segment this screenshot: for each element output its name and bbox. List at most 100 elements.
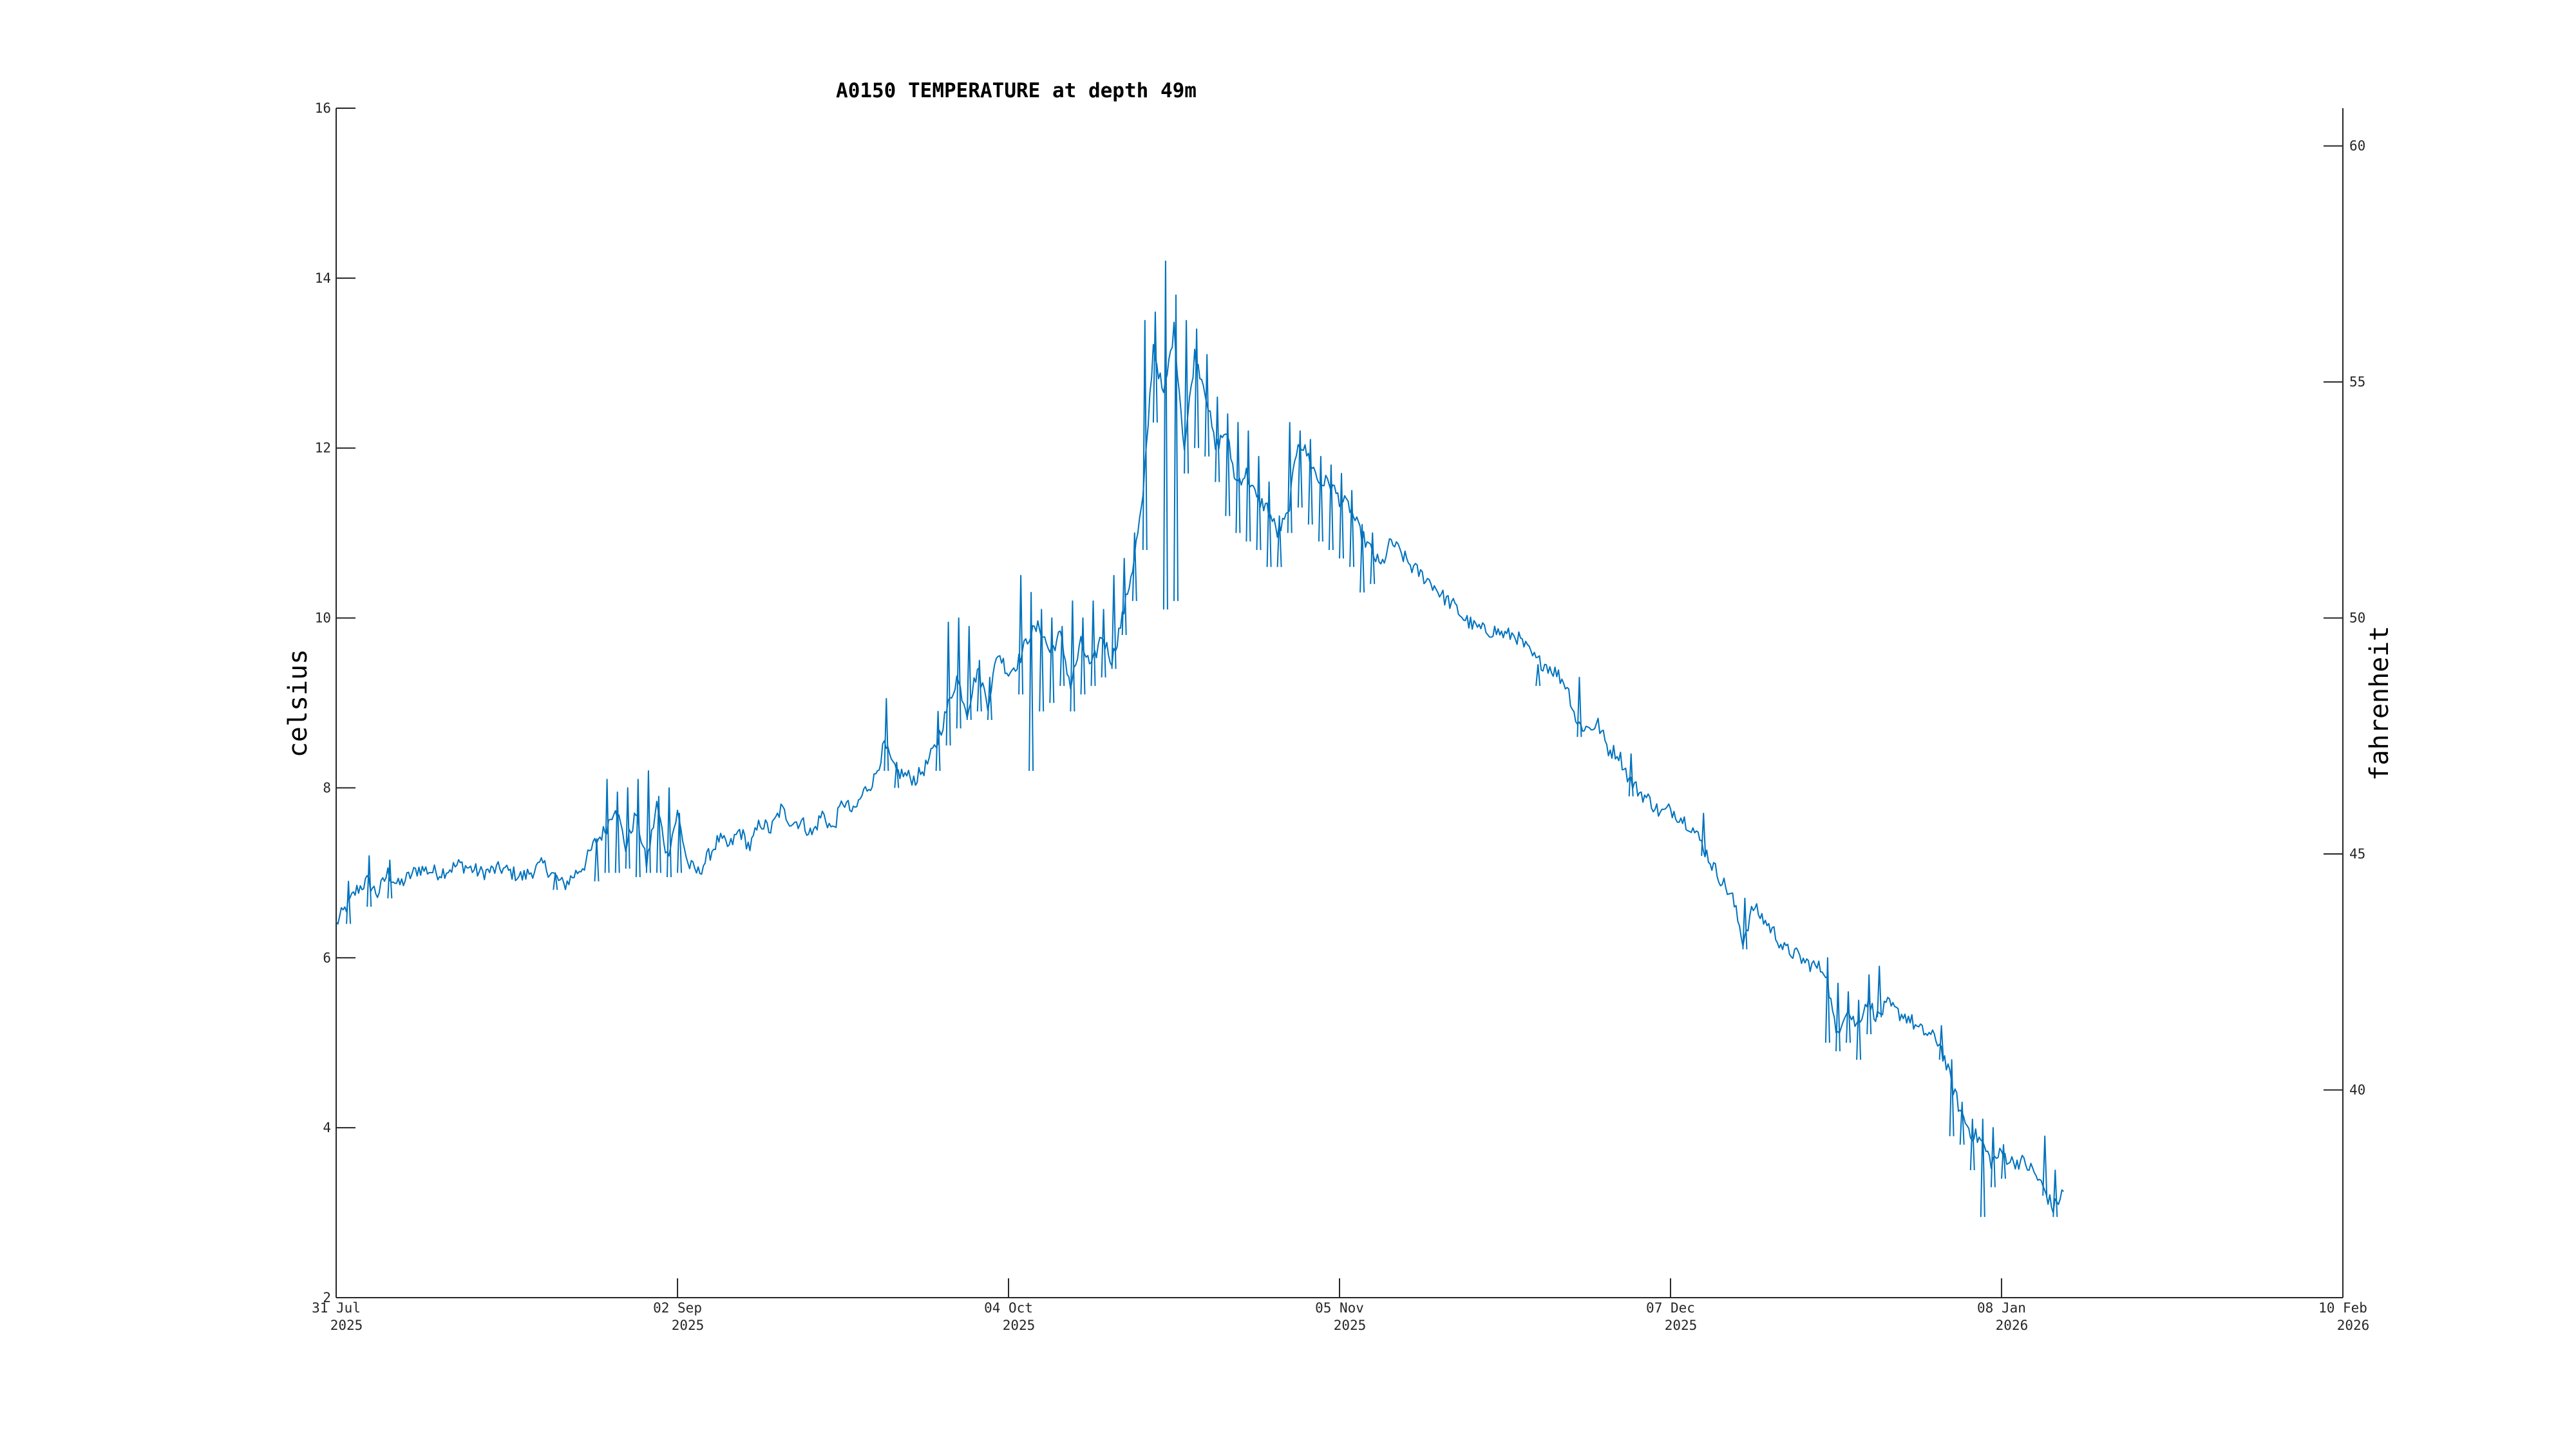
x-tick-label: 31 Jul xyxy=(312,1300,361,1316)
axes xyxy=(336,108,2344,1298)
temperature-spike xyxy=(2052,1170,2058,1217)
temperature-spike xyxy=(1535,664,1541,687)
temperature-spike xyxy=(1990,1127,1996,1188)
y-right-tick-label: 45 xyxy=(2349,846,2365,862)
temperature-spike xyxy=(1742,897,1748,950)
y-tick-label: 4 xyxy=(323,1120,331,1135)
temperature-spike xyxy=(1969,1119,1975,1171)
temperature-spike xyxy=(1173,294,1179,601)
right-y-axis-label: fahrenheit xyxy=(2365,626,2394,781)
temperature-spike xyxy=(1090,600,1096,687)
temperature-spike xyxy=(1132,532,1137,601)
temperature-spike xyxy=(1101,609,1106,677)
temperature-spike xyxy=(956,617,961,729)
temperature-spike xyxy=(1235,422,1241,533)
x-tick-year-label: 2025 xyxy=(672,1318,705,1333)
temperature-spike xyxy=(635,779,641,878)
temperature-spike xyxy=(1184,319,1189,474)
temperature-spike xyxy=(1370,532,1376,584)
left-y-axis-label: celsius xyxy=(283,649,313,758)
temperature-spike xyxy=(966,625,972,720)
temperature-spike xyxy=(1949,1059,1955,1137)
y-tick-label: 14 xyxy=(315,270,331,286)
temperature-spike xyxy=(884,697,889,772)
y-tick-label: 6 xyxy=(323,950,331,965)
temperature-spike xyxy=(1266,481,1272,567)
temperature-spike xyxy=(2001,1144,2006,1179)
x-tick-label: 08 Jan xyxy=(1977,1300,2026,1316)
y-right-tick-label: 40 xyxy=(2349,1083,2365,1098)
y-tick-label: 12 xyxy=(315,440,331,456)
temperature-spike xyxy=(1297,430,1303,508)
temperature-spike xyxy=(1959,1101,1965,1145)
x-tick-year-label: 2025 xyxy=(330,1318,363,1333)
temperature-spike xyxy=(604,779,610,873)
temperature-spike xyxy=(1877,965,1882,1018)
temperature-spike xyxy=(1866,974,1872,1035)
temperature-spike xyxy=(645,770,651,873)
temperature-spike xyxy=(625,787,630,869)
temperature-spike xyxy=(346,880,352,924)
temperature-spike xyxy=(1287,422,1293,533)
x-tick-year-label: 2025 xyxy=(1665,1318,1698,1333)
y-right-tick-label: 55 xyxy=(2349,374,2365,390)
temperature-spike xyxy=(1028,592,1034,772)
temperature-spike xyxy=(1628,753,1634,797)
temperature-spike xyxy=(1835,982,1841,1052)
temperature-spike xyxy=(1359,524,1365,593)
temperature-spike xyxy=(1111,574,1117,669)
temperature-spike xyxy=(1256,455,1262,551)
temperature-spike xyxy=(1225,413,1231,516)
x-ticks: 31 Jul 2025 02 Sep 2025 04 Oct 2025 05 Nov 2025… xyxy=(312,1278,2369,1333)
temperature-spike xyxy=(1018,574,1024,695)
temperature-spike xyxy=(1039,609,1045,712)
temperature-spike xyxy=(894,761,900,788)
temperature-spike xyxy=(677,813,682,873)
temperature-spike xyxy=(1049,617,1055,703)
temperature-spike xyxy=(614,791,620,873)
temperature-spike xyxy=(945,621,951,746)
temperature-spike xyxy=(387,859,393,898)
temperature-spike xyxy=(1980,1119,1985,1217)
temperature-spike xyxy=(1142,319,1148,551)
temperature-spike xyxy=(1215,396,1220,482)
y-right-tick-label: 60 xyxy=(2349,138,2365,154)
y-tick-label: 8 xyxy=(323,780,331,795)
y-tick-label: 10 xyxy=(315,611,331,626)
temperature-spike xyxy=(1162,260,1168,610)
x-tick-year-label: 2025 xyxy=(1334,1318,1367,1333)
x-tick-year-label: 2026 xyxy=(1996,1318,2029,1333)
temperature-spike xyxy=(1824,957,1830,1043)
temperature-spike xyxy=(1349,489,1355,567)
right-y-ticks: 40 45 50 55 60 xyxy=(2324,138,2365,1098)
chart-title: A0150 TEMPERATURE at depth 49m xyxy=(836,79,1197,102)
x-tick-year-label: 2026 xyxy=(2337,1318,2370,1333)
temperature-spike xyxy=(1339,473,1344,559)
temperature-spike xyxy=(976,659,982,712)
temperature-spike xyxy=(1577,676,1582,737)
temperature-spike xyxy=(1318,455,1323,542)
temperature-spike xyxy=(667,787,672,878)
temperature-spike xyxy=(594,838,600,882)
y-tick-label: 2 xyxy=(323,1290,331,1305)
temperature-spike xyxy=(1701,813,1707,857)
y-tick-label: 16 xyxy=(315,100,331,116)
x-tick-label: 02 Sep xyxy=(653,1300,702,1316)
left-y-ticks: 2 4 6 8 10 12 14 16 xyxy=(315,100,355,1305)
temperature-spike xyxy=(2042,1135,2048,1196)
y-right-tick-label: 50 xyxy=(2349,611,2365,626)
temperature-spike xyxy=(1121,558,1127,636)
temperature-spike xyxy=(1276,515,1282,567)
series-group xyxy=(336,260,2064,1217)
temperature-spike xyxy=(366,855,372,907)
temperature-spike xyxy=(935,710,941,772)
temperature-spike xyxy=(1856,999,1862,1060)
temperature-spike xyxy=(553,872,558,890)
temperature-spike xyxy=(656,795,661,873)
temperature-spike xyxy=(1938,1025,1944,1060)
x-tick-label: 10 Feb xyxy=(2318,1300,2367,1316)
temperature-spike xyxy=(987,676,992,720)
temperature-spike xyxy=(1328,464,1334,551)
temperature-spike xyxy=(1059,625,1065,687)
